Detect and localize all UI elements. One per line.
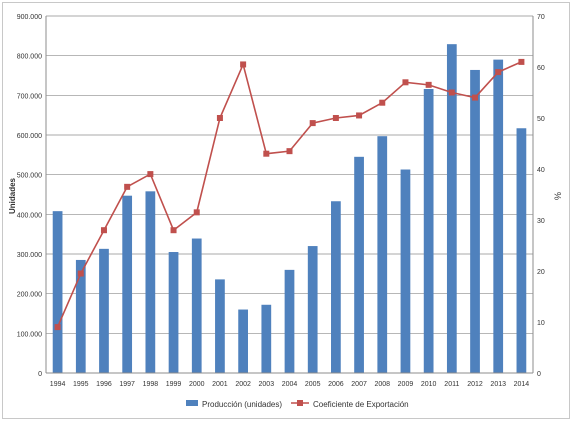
y2-axis-label: % (553, 192, 563, 200)
y2-tick-label: 30 (537, 218, 545, 225)
bar (99, 248, 109, 373)
x-tick-label: 2006 (328, 381, 344, 388)
line-point (425, 81, 432, 88)
line-point (332, 115, 339, 121)
bar (423, 88, 434, 373)
line-point (448, 89, 455, 96)
line-point (518, 58, 525, 65)
x-tick-label: 1996 (96, 381, 112, 388)
y-tick-label: 100.000 (17, 331, 42, 338)
y2-tick-label: 60 (537, 65, 545, 72)
line-point (402, 79, 409, 86)
bar (470, 69, 480, 374)
y2-tick-label: 0 (537, 371, 541, 378)
y-tick-label: 400.000 (17, 212, 42, 219)
x-tick-label: 1999 (166, 381, 182, 388)
line-point (472, 94, 479, 101)
bar (493, 59, 504, 374)
line-series (54, 58, 525, 331)
line-point (240, 61, 247, 68)
line-point (286, 148, 293, 155)
x-tick-label: 1994 (50, 381, 66, 388)
line-point (77, 270, 84, 277)
line-point (356, 112, 363, 119)
line-point (263, 150, 270, 157)
x-tick-label: 1998 (143, 381, 159, 388)
chart-frame: 0 100.000 200.000 300.000 400.000 500.000 600.… (2, 2, 570, 419)
line-point (309, 120, 316, 127)
line-point (193, 209, 200, 216)
y-tick-labels: 0 100.000 200.000 300.000 400.000 500.000 600.… (17, 14, 42, 378)
x-tick-label: 2000 (189, 381, 205, 388)
bar (261, 304, 272, 373)
line-point (379, 99, 386, 106)
legend-label-production: Producción (unidades) (202, 400, 282, 409)
bar (516, 128, 527, 373)
line-point (216, 115, 223, 121)
x-tick-label: 2001 (212, 381, 228, 388)
line-point (54, 324, 61, 331)
y-tick-label: 900.000 (17, 14, 42, 21)
x-tick-label: 2013 (490, 381, 506, 388)
bar (52, 211, 63, 373)
bar-series (52, 44, 527, 374)
axes (45, 16, 534, 374)
bar (377, 136, 388, 373)
line-point (170, 227, 177, 234)
line-point (147, 171, 154, 178)
bar (354, 156, 364, 373)
y-tick-label: 200.000 (17, 292, 42, 299)
chart-svg: 0 100.000 200.000 300.000 400.000 500.000 600.… (8, 14, 563, 409)
x-tick-label: 2002 (235, 381, 251, 388)
x-tick-label: 2007 (351, 381, 367, 388)
x-tick-label: 1995 (73, 381, 89, 388)
bar (75, 259, 86, 373)
x-tick-labels: 1994 1995 1996 1997 1998 1999 2000 2001 2002 2003… (50, 381, 529, 388)
bar (122, 195, 133, 373)
y-tick-label: 700.000 (17, 93, 42, 100)
legend-label-export: Coeficiente de Exportación (313, 400, 409, 409)
legend-swatch-production (186, 400, 198, 406)
bar (307, 246, 318, 373)
y2-tick-label: 70 (537, 14, 545, 21)
bar (400, 169, 411, 373)
y-axis-label: Unidades (8, 177, 17, 214)
y2-tick-label: 40 (537, 167, 545, 174)
bar (191, 238, 202, 373)
bar (145, 191, 156, 373)
x-tick-label: 2009 (398, 381, 414, 388)
y2-tick-label: 50 (537, 116, 545, 123)
x-tick-label: 2014 (514, 381, 530, 388)
legend-swatch-export-marker (297, 400, 303, 406)
x-tick-label: 2010 (421, 381, 437, 388)
x-tick-label: 2011 (444, 381, 459, 388)
x-tick-label: 2004 (282, 381, 298, 388)
y2-tick-label: 20 (537, 269, 545, 276)
x-tick-label: 1997 (119, 381, 135, 388)
bar (238, 309, 248, 373)
bar (331, 201, 341, 373)
y-tick-label: 600.000 (17, 133, 42, 140)
bar (284, 269, 295, 373)
y-tick-label: 300.000 (17, 252, 42, 259)
y-tick-label: 800.000 (17, 54, 42, 61)
line-point (495, 69, 502, 76)
x-tick-label: 2012 (467, 381, 483, 388)
bar (168, 252, 179, 373)
x-tick-label: 2003 (259, 381, 275, 388)
y-tick-label: 500.000 (17, 173, 42, 180)
line-point (100, 227, 107, 234)
line-point (124, 183, 131, 190)
y2-tick-label: 10 (537, 320, 545, 327)
legend: Producción (unidades) Coeficiente de Exp… (186, 400, 409, 409)
bar (215, 279, 225, 373)
y-tick-label: 0 (38, 371, 42, 378)
bar (446, 44, 457, 374)
x-tick-label: 2008 (374, 381, 390, 388)
x-tick-label: 2005 (305, 381, 321, 388)
y2-tick-labels: 0 10 20 30 40 50 60 70 (537, 14, 545, 378)
